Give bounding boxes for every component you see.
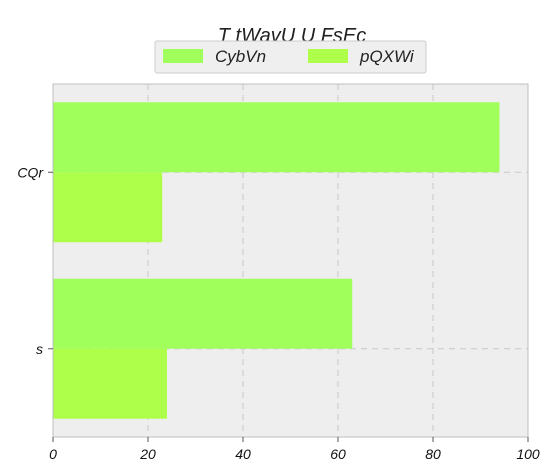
x-tick-label: 80 — [425, 446, 441, 462]
x-tick-label: 100 — [516, 446, 540, 462]
legend-label-pQXWi: pQXWi — [359, 47, 415, 66]
x-tick-label: 20 — [139, 446, 156, 462]
x-tick-label: 0 — [49, 446, 57, 462]
y-tick-label: CQr — [17, 164, 44, 180]
legend-swatch-pQXWi — [308, 49, 348, 63]
bar-CybVn-s — [53, 279, 352, 349]
legend-label-CybVn: CybVn — [215, 47, 266, 66]
x-tick-label: 60 — [330, 446, 346, 462]
y-tick-label: s — [36, 341, 43, 357]
x-axis-ticks: 0 20 40 60 80 100 — [49, 437, 540, 462]
bar-pQXWi-CQr — [53, 172, 162, 242]
legend: CybVn pQXWi — [155, 41, 426, 73]
bar-pQXWi-s — [53, 349, 167, 419]
bar-CybVn-CQr — [53, 102, 500, 172]
y-axis-ticks: CQr s — [17, 164, 53, 357]
x-tick-label: 40 — [235, 446, 251, 462]
legend-swatch-CybVn — [163, 49, 203, 63]
